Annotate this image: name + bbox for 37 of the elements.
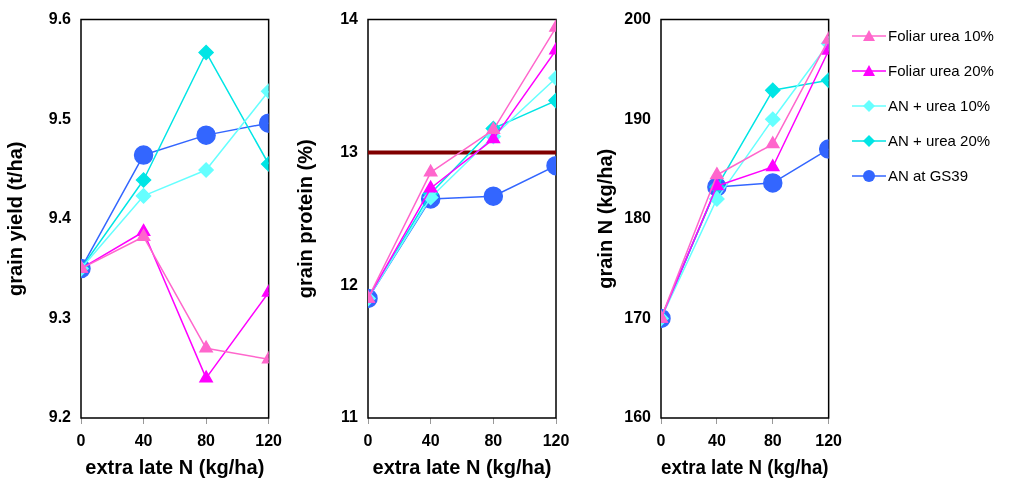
x-axis-title: extra late N (kg/ha) (85, 455, 265, 478)
x-tick-label: 120 (815, 432, 843, 450)
y-tick-label: 11 (341, 408, 359, 426)
y-tick-label: 9.2 (48, 408, 72, 426)
x-tick-label: 80 (484, 432, 503, 450)
y-tick-label: 9.6 (48, 10, 72, 28)
legend-label: AN at GS39 (888, 167, 969, 184)
x-tick-label: 40 (707, 432, 726, 450)
x-axis-title: extra late N (kg/ha) (661, 454, 829, 478)
x-tick-label: 40 (421, 432, 440, 450)
y-axis-title: grain N (kg/ha) (593, 148, 616, 289)
y-axis-title: grain yield (t/ha) (3, 141, 26, 297)
legend-label: AN + urea 20% (888, 132, 991, 149)
y-tick-label: 180 (624, 209, 652, 227)
legend-label: Foliar urea 20% (888, 62, 994, 79)
y-tick-label: 200 (624, 10, 652, 28)
y-tick-label: 9.3 (48, 308, 72, 326)
y-tick-label: 9.4 (48, 209, 72, 227)
x-axis-title: extra late N (kg/ha) (372, 455, 552, 478)
x-tick-label: 80 (197, 432, 216, 450)
legend-label: AN + urea 10% (888, 97, 991, 114)
x-tick-label: 40 (134, 432, 153, 450)
y-axis-title: grain protein (%) (293, 139, 316, 299)
y-tick-label: 12 (340, 275, 359, 293)
legend-label: Foliar urea 10% (888, 27, 994, 44)
x-tick-label: 120 (542, 432, 570, 450)
x-tick-label: 0 (656, 432, 666, 450)
y-tick-label: 14 (340, 10, 359, 28)
y-tick-label: 13 (340, 142, 359, 160)
x-tick-label: 80 (763, 432, 782, 450)
x-tick-label: 0 (363, 432, 373, 450)
x-tick-label: 0 (76, 432, 86, 450)
x-tick-label: 120 (255, 432, 283, 450)
y-tick-label: 190 (624, 109, 652, 127)
y-tick-label: 170 (624, 308, 652, 326)
y-tick-label: 9.5 (48, 109, 72, 127)
y-tick-label: 160 (624, 408, 652, 426)
